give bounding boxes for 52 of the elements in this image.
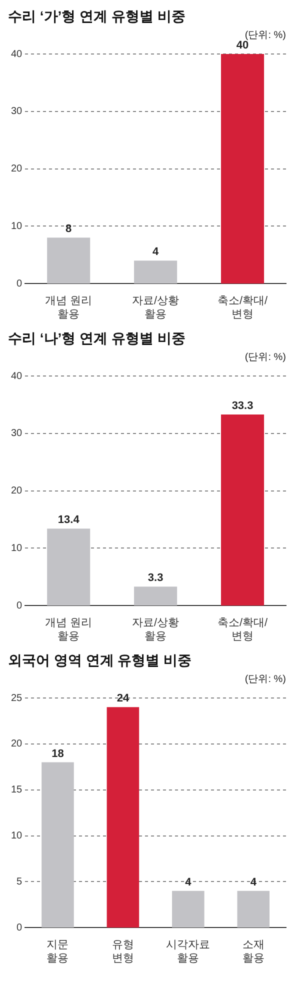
x-tick-label: 개념 원리 활용 — [45, 617, 92, 642]
x-tick-label: 지문 활용 — [46, 939, 69, 964]
bar — [221, 54, 264, 284]
data-label: 3.3 — [148, 572, 164, 584]
x-tick-label: 축소/확대/ 변형 — [217, 617, 269, 642]
data-label: 13.4 — [58, 514, 80, 526]
y-tick-label: 30 — [11, 106, 23, 118]
bar — [134, 586, 178, 606]
data-label: 18 — [52, 748, 64, 760]
x-tick-label: 유형 변형 — [112, 939, 134, 964]
x-tick-label: 개념 원리 활용 — [45, 295, 92, 320]
chart-title: 수리 ‘가’형 연계 유형별 비중 — [8, 8, 186, 26]
text: (단위: %) — [244, 30, 286, 41]
y-tick-label: 5 — [16, 876, 23, 888]
data-label: 33.3 — [232, 400, 254, 412]
data-label: 4 — [250, 876, 258, 888]
y-tick-label: 15 — [11, 784, 23, 796]
bar — [237, 890, 270, 928]
text: (단위: %) — [244, 352, 286, 363]
data-label: 24 — [116, 692, 130, 705]
y-tick-label: 20 — [11, 164, 23, 175]
y-tick-label: 0 — [16, 600, 23, 612]
x-tick-label: 자료/상황 활용 — [132, 617, 180, 642]
bar — [47, 528, 90, 606]
bar — [134, 260, 178, 284]
data-label: 4 — [152, 246, 160, 258]
data-label: 8 — [66, 223, 72, 236]
y-tick-label: 0 — [16, 278, 23, 290]
y-tick-label: 20 — [11, 738, 23, 750]
text: (단위: %) — [244, 674, 286, 685]
chart-title: 외국어 영역 연계 유형별 비중 — [8, 652, 193, 670]
x-tick-label: 자료/상황 활용 — [132, 295, 180, 320]
y-tick-label: 25 — [11, 692, 23, 704]
bar — [172, 890, 204, 928]
y-tick-label: 10 — [11, 542, 23, 554]
y-tick-label: 20 — [11, 486, 23, 497]
y-tick-label: 0 — [16, 922, 23, 934]
y-tick-label: 40 — [11, 48, 23, 60]
data-label: 4 — [185, 876, 192, 888]
x-tick-label: 소재 활용 — [242, 939, 264, 964]
bar — [42, 762, 74, 928]
y-tick-label: 10 — [11, 830, 23, 842]
data-label: 40 — [236, 40, 249, 52]
y-tick-label: 30 — [11, 428, 23, 440]
y-tick-label: 40 — [11, 370, 23, 382]
y-tick-label: 10 — [11, 220, 23, 232]
bar — [106, 707, 140, 928]
bar — [47, 238, 90, 284]
chart-title: 수리 ‘나’형 연계 유형별 비중 — [8, 330, 186, 348]
x-tick-label: 축소/확대/ 변형 — [217, 295, 269, 320]
x-tick-label: 시각자료 활용 — [166, 939, 210, 964]
bar — [221, 414, 264, 606]
